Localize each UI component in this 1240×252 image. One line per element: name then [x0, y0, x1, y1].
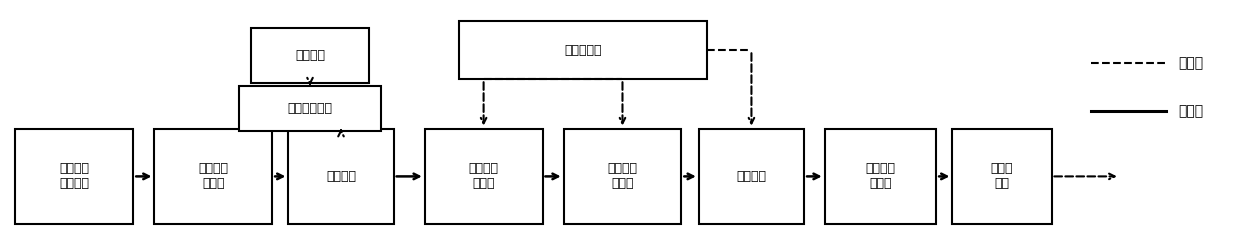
- Text: 第二波分
复用器: 第二波分 复用器: [866, 162, 895, 191]
- Bar: [238, 86, 382, 131]
- Text: 第一波分
复用器: 第一波分 复用器: [198, 162, 228, 191]
- Text: 低噪声放大器: 低噪声放大器: [288, 102, 332, 115]
- Bar: [15, 129, 133, 224]
- Bar: [424, 129, 543, 224]
- Text: 电通路: 电通路: [1178, 56, 1203, 70]
- Text: 光交换机: 光交换机: [737, 170, 766, 183]
- Bar: [825, 129, 936, 224]
- Text: 天线阵列: 天线阵列: [295, 49, 325, 62]
- Bar: [563, 129, 682, 224]
- Bar: [250, 28, 370, 83]
- Text: 光调制器: 光调制器: [326, 170, 356, 183]
- Bar: [952, 129, 1052, 224]
- Bar: [459, 21, 707, 79]
- Bar: [699, 129, 804, 224]
- Bar: [288, 129, 394, 224]
- Text: 波控计算机: 波控计算机: [564, 44, 601, 57]
- Text: 可编程光
延迟线: 可编程光 延迟线: [469, 162, 498, 191]
- Bar: [154, 129, 272, 224]
- Text: 光通路: 光通路: [1178, 104, 1203, 118]
- Text: 可编程光
衰减器: 可编程光 衰减器: [608, 162, 637, 191]
- Text: 多波长阵
列激光器: 多波长阵 列激光器: [60, 162, 89, 191]
- Text: 光电探
测器: 光电探 测器: [991, 162, 1013, 191]
